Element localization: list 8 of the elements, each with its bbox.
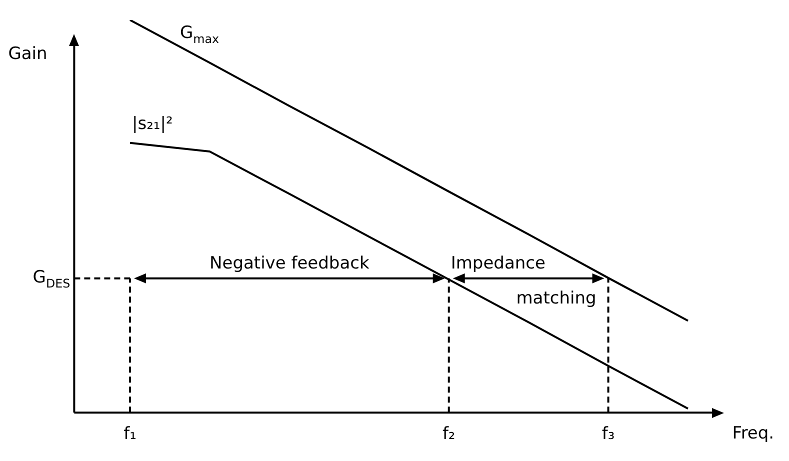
- x-axis-title: Freq.: [732, 424, 774, 444]
- x-tick-label: f₂: [442, 424, 456, 444]
- x-tick-label: f₃: [602, 424, 615, 444]
- y-axis-title: Gain: [8, 44, 48, 64]
- annotation: Impedance matching: [450, 253, 596, 308]
- annotation: Negative feedback: [210, 253, 370, 274]
- x-tick-label: f₁: [124, 424, 136, 444]
- series-label: |s₂₁|²: [132, 114, 173, 134]
